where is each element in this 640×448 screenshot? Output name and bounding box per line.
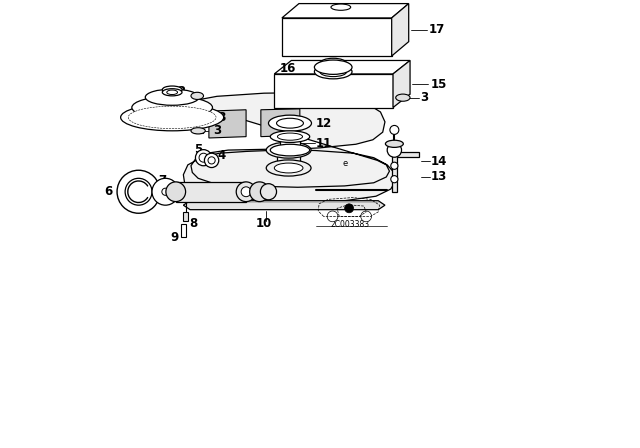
Ellipse shape (128, 106, 216, 129)
Ellipse shape (208, 157, 215, 164)
Text: 6: 6 (104, 185, 113, 198)
Ellipse shape (236, 182, 256, 202)
Polygon shape (184, 93, 396, 202)
Ellipse shape (269, 115, 312, 131)
Circle shape (327, 211, 338, 222)
Ellipse shape (191, 128, 205, 134)
Text: 17: 17 (429, 23, 445, 36)
Text: 8: 8 (189, 216, 197, 230)
Ellipse shape (331, 4, 351, 10)
Polygon shape (282, 4, 409, 18)
Ellipse shape (163, 86, 182, 93)
Polygon shape (275, 60, 410, 74)
Ellipse shape (163, 89, 182, 96)
Ellipse shape (241, 187, 251, 197)
Text: 15: 15 (430, 78, 447, 90)
Text: 13: 13 (431, 170, 447, 184)
Ellipse shape (166, 182, 186, 202)
Bar (176, 182, 246, 202)
Ellipse shape (120, 104, 224, 131)
Text: 14: 14 (431, 155, 447, 168)
Ellipse shape (117, 170, 160, 213)
Ellipse shape (270, 131, 310, 142)
Ellipse shape (314, 65, 352, 79)
Polygon shape (184, 201, 385, 210)
Text: 5: 5 (194, 142, 202, 156)
Ellipse shape (275, 163, 303, 173)
Polygon shape (209, 110, 246, 138)
Bar (181, 224, 186, 237)
Ellipse shape (167, 90, 177, 95)
Ellipse shape (195, 150, 212, 166)
Circle shape (344, 204, 354, 213)
Bar (183, 212, 188, 221)
Text: 7: 7 (159, 174, 167, 187)
Text: 4: 4 (217, 149, 225, 163)
Ellipse shape (325, 60, 341, 67)
Ellipse shape (260, 184, 276, 200)
Ellipse shape (385, 140, 403, 147)
Ellipse shape (250, 182, 269, 202)
Ellipse shape (266, 142, 311, 158)
Text: 3: 3 (420, 91, 428, 104)
Text: 1: 1 (193, 90, 202, 104)
Text: 2: 2 (177, 85, 186, 98)
Ellipse shape (266, 160, 311, 176)
Ellipse shape (145, 89, 199, 105)
Polygon shape (392, 4, 409, 56)
Ellipse shape (132, 96, 212, 119)
Bar (252, 186, 269, 197)
Text: 10: 10 (256, 216, 272, 230)
Ellipse shape (396, 94, 410, 101)
Ellipse shape (387, 143, 401, 157)
Ellipse shape (270, 144, 310, 156)
Ellipse shape (320, 67, 347, 77)
Text: e: e (342, 159, 348, 168)
Polygon shape (275, 74, 393, 108)
Ellipse shape (314, 60, 352, 74)
Ellipse shape (204, 153, 219, 168)
Text: 18: 18 (211, 111, 227, 124)
Ellipse shape (199, 153, 208, 162)
Ellipse shape (276, 118, 303, 128)
Ellipse shape (191, 92, 204, 99)
Circle shape (391, 176, 398, 183)
Ellipse shape (320, 58, 347, 69)
Bar (194, 129, 203, 133)
Ellipse shape (162, 188, 169, 195)
Ellipse shape (152, 178, 179, 205)
Text: 11: 11 (316, 137, 332, 150)
Polygon shape (186, 102, 198, 113)
Text: 3: 3 (213, 124, 221, 138)
Ellipse shape (278, 133, 303, 140)
Text: 16: 16 (280, 61, 296, 75)
Polygon shape (261, 109, 300, 137)
Polygon shape (393, 60, 410, 108)
Circle shape (361, 211, 371, 222)
Text: 12: 12 (316, 116, 332, 130)
Ellipse shape (390, 125, 399, 134)
Circle shape (391, 162, 398, 169)
Polygon shape (282, 18, 392, 56)
Text: 9: 9 (171, 231, 179, 245)
Polygon shape (392, 152, 419, 192)
Ellipse shape (125, 178, 152, 205)
Text: 2C003383: 2C003383 (331, 220, 370, 229)
Bar (280, 137, 300, 150)
